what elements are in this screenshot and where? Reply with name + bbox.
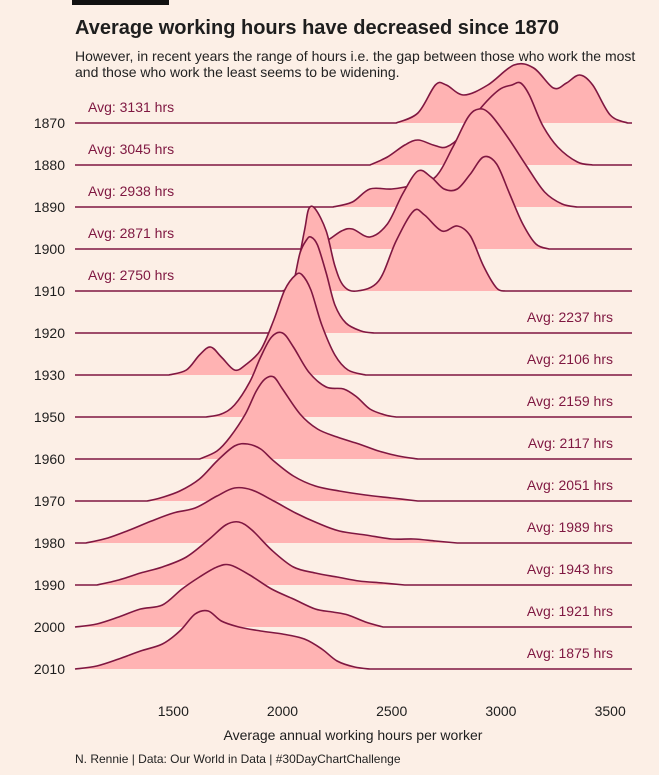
y-tick-label: 1970 xyxy=(34,493,65,509)
ridge-1980: 1980 Avg: 1989 hrs xyxy=(34,486,632,551)
y-tick-label: 1950 xyxy=(34,409,65,425)
average-label: Avg: 1921 hrs xyxy=(527,603,613,619)
y-tick-label: 2010 xyxy=(34,661,65,677)
x-axis-label: Average annual working hours per worker xyxy=(224,727,483,743)
ridge-line xyxy=(75,442,632,502)
x-tick-label: 3500 xyxy=(595,703,626,719)
ridge-line xyxy=(75,155,632,250)
ridge-area xyxy=(147,443,418,501)
ridges-group: 1870 Avg: 3131 hrs 1880 Avg: 3045 hrs 1890 Av… xyxy=(34,62,632,677)
y-tick-label: 1990 xyxy=(34,577,65,593)
ridge-line xyxy=(75,331,632,418)
ridge-line xyxy=(75,272,632,376)
average-label: Avg: 2871 hrs xyxy=(88,225,174,241)
ridge-2010: 2010 Avg: 1875 hrs xyxy=(34,609,632,677)
y-tick-label: 1880 xyxy=(34,157,65,173)
ridge-area xyxy=(75,610,370,669)
ridge-1950: 1950 Avg: 2159 hrs xyxy=(34,331,632,425)
y-tick-label: 1890 xyxy=(34,199,65,215)
average-label: Avg: 1989 hrs xyxy=(527,519,613,535)
y-tick-label: 1980 xyxy=(34,535,65,551)
y-tick-label: 1930 xyxy=(34,367,65,383)
y-tick-label: 1920 xyxy=(34,325,65,341)
ridge-1990: 1990 Avg: 1943 hrs xyxy=(34,520,632,593)
ridge-area xyxy=(96,521,405,585)
average-label: Avg: 1943 hrs xyxy=(527,561,613,577)
y-tick-label: 1960 xyxy=(34,451,65,467)
average-label: Avg: 2117 hrs xyxy=(528,435,613,451)
ridge-line xyxy=(75,205,632,292)
x-axis: 1500 2000 2500 3000 3500 xyxy=(158,703,626,719)
ridge-area xyxy=(304,156,549,249)
ridge-line xyxy=(75,81,632,166)
average-label: Avg: 2938 hrs xyxy=(88,183,174,199)
ridge-1960: 1960 Avg: 2117 hrs xyxy=(34,375,632,467)
average-label: Avg: 2237 hrs xyxy=(527,309,613,325)
ridge-line xyxy=(75,486,632,544)
ridge-1930: 1930 Avg: 2106 hrs xyxy=(34,272,632,383)
average-label: Avg: 1875 hrs xyxy=(527,645,613,661)
y-tick-label: 2000 xyxy=(34,619,65,635)
y-tick-label: 1910 xyxy=(34,283,65,299)
chart-subtitle: However, in recent years the range of ho… xyxy=(75,48,636,80)
y-tick-label: 1870 xyxy=(34,115,65,131)
x-tick-label: 2500 xyxy=(376,703,407,719)
ridge-line xyxy=(74,563,632,628)
x-tick-label: 3000 xyxy=(485,703,516,719)
title-accent-bar xyxy=(72,0,169,5)
ridge-1970: 1970 Avg: 2051 hrs xyxy=(34,442,632,509)
ridge-area xyxy=(75,564,383,627)
ridge-area xyxy=(85,487,458,543)
ridge-1900: 1900 Avg: 2871 hrs xyxy=(34,155,632,257)
x-tick-label: 1500 xyxy=(158,703,189,719)
ridge-1870: 1870 Avg: 3131 hrs xyxy=(34,62,632,131)
ridge-1890: 1890 Avg: 2938 hrs xyxy=(34,108,632,215)
average-label: Avg: 2051 hrs xyxy=(527,477,613,493)
caption: N. Rennie | Data: Our World in Data | #3… xyxy=(75,752,401,766)
ridge-line xyxy=(75,375,632,460)
ridge-area xyxy=(282,206,506,292)
ridge-area xyxy=(168,273,366,375)
ridge-line xyxy=(75,62,632,124)
average-label: Avg: 3131 hrs xyxy=(88,99,174,115)
average-label: Avg: 2159 hrs xyxy=(527,393,613,409)
average-label: Avg: 2106 hrs xyxy=(527,351,613,367)
average-label: Avg: 2750 hrs xyxy=(88,267,174,283)
average-label: Avg: 3045 hrs xyxy=(88,141,174,157)
ridge-line xyxy=(75,520,632,586)
ridge-1910: 1910 Avg: 2750 hrs xyxy=(34,205,632,299)
x-tick-label: 2000 xyxy=(267,703,298,719)
ridge-area xyxy=(332,108,578,207)
y-tick-label: 1900 xyxy=(34,241,65,257)
ridge-line xyxy=(75,108,632,208)
ridge-line xyxy=(74,609,632,670)
chart-title: Average working hours have decreased sin… xyxy=(75,17,559,39)
ridge-2000: 2000 Avg: 1921 hrs xyxy=(34,563,632,635)
